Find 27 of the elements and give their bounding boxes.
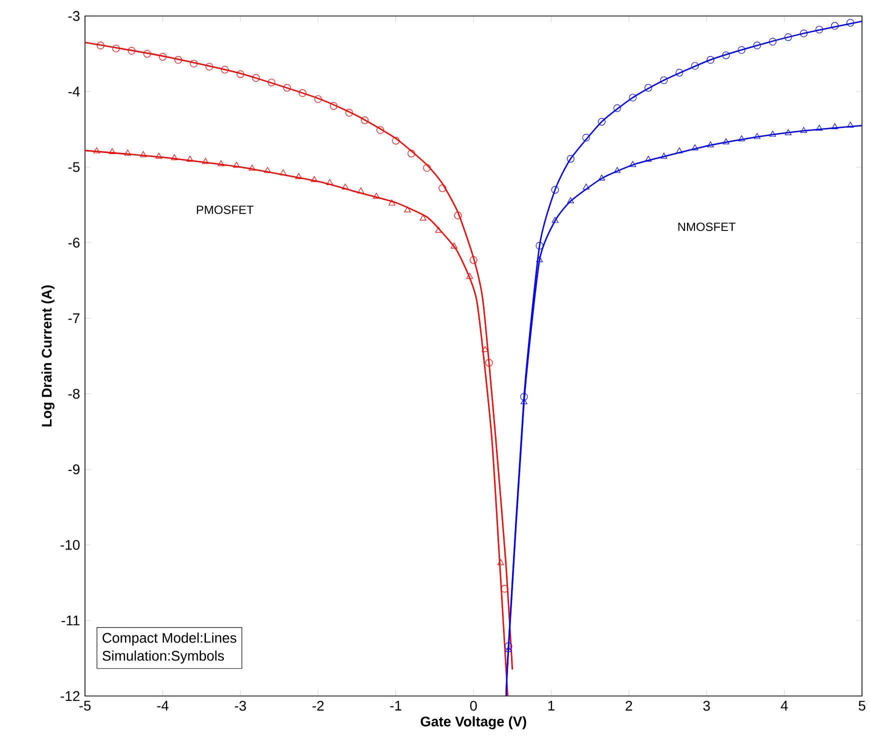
y-tick-label: -9 — [68, 464, 80, 474]
x-tick-label: -1 — [390, 700, 402, 710]
y-tick-label: -8 — [68, 388, 80, 399]
x-tick-label: -2 — [312, 700, 324, 711]
annotation: NMOSFET — [678, 222, 736, 232]
x-tick-label: -4 — [157, 700, 168, 710]
annotation: Simulation:Symbols — [102, 650, 224, 664]
y-tick-label: -10 — [60, 540, 80, 550]
y-tick-label: -4 — [68, 86, 80, 96]
y-tick-label: -11 — [62, 616, 80, 626]
annotation: Compact Model:Lines — [102, 632, 236, 646]
x-axis-title: Gate Voltage (V) — [420, 716, 526, 730]
x-tick-label: 1 — [548, 700, 554, 710]
x-tick-label: -5 — [79, 700, 91, 711]
y-tick-label: -3 — [68, 11, 80, 21]
x-tick-label: 0 — [470, 700, 477, 711]
y-tick-label: -5 — [68, 162, 80, 172]
x-tick-label: 5 — [858, 700, 866, 711]
y-axis-title: Log Drain Current (A) — [41, 285, 54, 426]
x-tick-label: 2 — [626, 700, 632, 711]
x-tick-label: 4 — [780, 700, 788, 710]
annotation: PMOSFET — [196, 206, 254, 214]
y-tick-label: -6 — [68, 238, 80, 248]
y-tick-label: -12 — [60, 691, 80, 701]
x-tick-label: 3 — [703, 700, 710, 711]
x-tick-label: -3 — [234, 700, 246, 711]
y-tick-label: -7 — [68, 313, 80, 324]
